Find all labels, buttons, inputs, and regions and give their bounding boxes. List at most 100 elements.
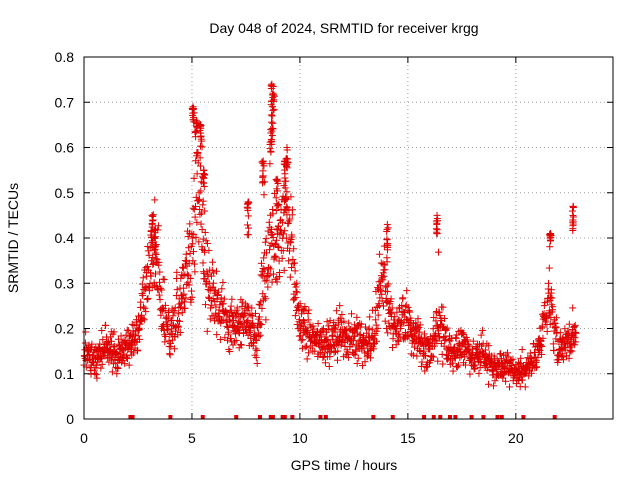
data-point xyxy=(196,210,204,218)
data-point xyxy=(420,347,428,355)
data-point xyxy=(92,371,100,379)
data-point xyxy=(271,252,279,260)
data-point xyxy=(296,316,304,324)
data-point xyxy=(547,293,555,301)
data-point xyxy=(84,351,92,359)
data-point xyxy=(538,350,546,358)
data-point xyxy=(465,341,473,349)
data-point xyxy=(378,290,386,298)
data-point xyxy=(174,310,182,318)
data-point xyxy=(552,314,560,322)
data-point xyxy=(146,280,154,288)
data-point xyxy=(208,301,216,309)
data-point xyxy=(212,267,220,275)
data-point xyxy=(353,313,361,321)
zero-value-marker xyxy=(431,415,436,419)
data-point xyxy=(269,270,277,278)
data-point xyxy=(209,258,217,266)
data-point xyxy=(121,336,129,344)
data-point xyxy=(483,366,491,374)
data-point xyxy=(334,347,342,355)
data-point xyxy=(217,294,225,302)
data-point xyxy=(476,364,484,372)
data-point xyxy=(304,310,312,318)
zero-value-marker xyxy=(469,415,474,419)
data-point xyxy=(435,308,443,316)
data-point xyxy=(232,337,240,345)
data-point xyxy=(524,354,532,362)
data-point xyxy=(224,323,232,331)
data-point xyxy=(543,327,551,335)
data-point xyxy=(268,103,276,111)
data-point xyxy=(433,220,441,228)
data-point xyxy=(230,338,238,346)
data-point xyxy=(142,308,150,316)
data-point xyxy=(424,363,432,371)
data-point xyxy=(280,230,288,238)
data-point xyxy=(292,293,300,301)
data-point xyxy=(449,367,457,375)
zero-value-marker xyxy=(128,415,133,419)
data-point xyxy=(152,241,160,249)
data-point xyxy=(195,189,203,197)
data-point xyxy=(176,300,184,308)
data-point xyxy=(365,333,373,341)
data-point xyxy=(281,227,289,235)
data-point xyxy=(237,341,245,349)
data-point xyxy=(381,266,389,274)
data-point xyxy=(195,195,203,203)
data-point xyxy=(196,162,204,170)
data-point xyxy=(135,325,143,333)
data-point xyxy=(186,275,194,283)
data-point xyxy=(179,295,187,303)
data-point xyxy=(117,332,125,340)
data-point xyxy=(550,346,558,354)
data-point xyxy=(283,188,291,196)
data-point xyxy=(209,295,217,303)
data-point xyxy=(314,319,322,327)
data-point xyxy=(147,272,155,280)
data-point xyxy=(361,358,369,366)
data-point xyxy=(82,328,90,336)
zero-value-marker xyxy=(371,415,376,419)
data-point xyxy=(381,317,389,325)
data-point xyxy=(196,126,204,134)
zero-value-marker xyxy=(453,415,458,419)
data-point xyxy=(363,329,371,337)
data-point xyxy=(158,286,166,294)
data-point xyxy=(288,233,296,241)
data-point xyxy=(348,340,356,348)
data-point xyxy=(292,288,300,296)
data-point xyxy=(377,287,385,295)
data-point xyxy=(276,268,284,276)
y-tick-label: 0.8 xyxy=(55,49,75,65)
data-point xyxy=(227,308,235,316)
data-point xyxy=(395,330,403,338)
data-point xyxy=(182,294,190,302)
data-point xyxy=(569,218,577,226)
data-point xyxy=(258,158,266,166)
data-point xyxy=(267,125,275,133)
data-point xyxy=(145,251,153,259)
data-point xyxy=(166,351,174,359)
data-point xyxy=(200,182,208,190)
data-point xyxy=(376,250,384,258)
data-point xyxy=(197,220,205,228)
data-point xyxy=(323,318,331,326)
data-point xyxy=(379,276,387,284)
y-tick-label: 0.1 xyxy=(55,366,75,382)
data-point xyxy=(318,326,326,334)
data-point xyxy=(123,355,131,363)
data-point xyxy=(539,334,547,342)
data-point xyxy=(572,328,580,336)
data-point xyxy=(344,353,352,361)
data-point xyxy=(545,264,553,272)
y-axis-label: SRMTID / TECUs xyxy=(5,183,21,293)
x-tick-label: 0 xyxy=(80,430,88,446)
data-point xyxy=(152,250,160,258)
data-point xyxy=(191,268,199,276)
data-point xyxy=(433,337,441,345)
data-point xyxy=(262,316,270,324)
data-point xyxy=(281,206,289,214)
zero-value-marker xyxy=(481,415,486,419)
